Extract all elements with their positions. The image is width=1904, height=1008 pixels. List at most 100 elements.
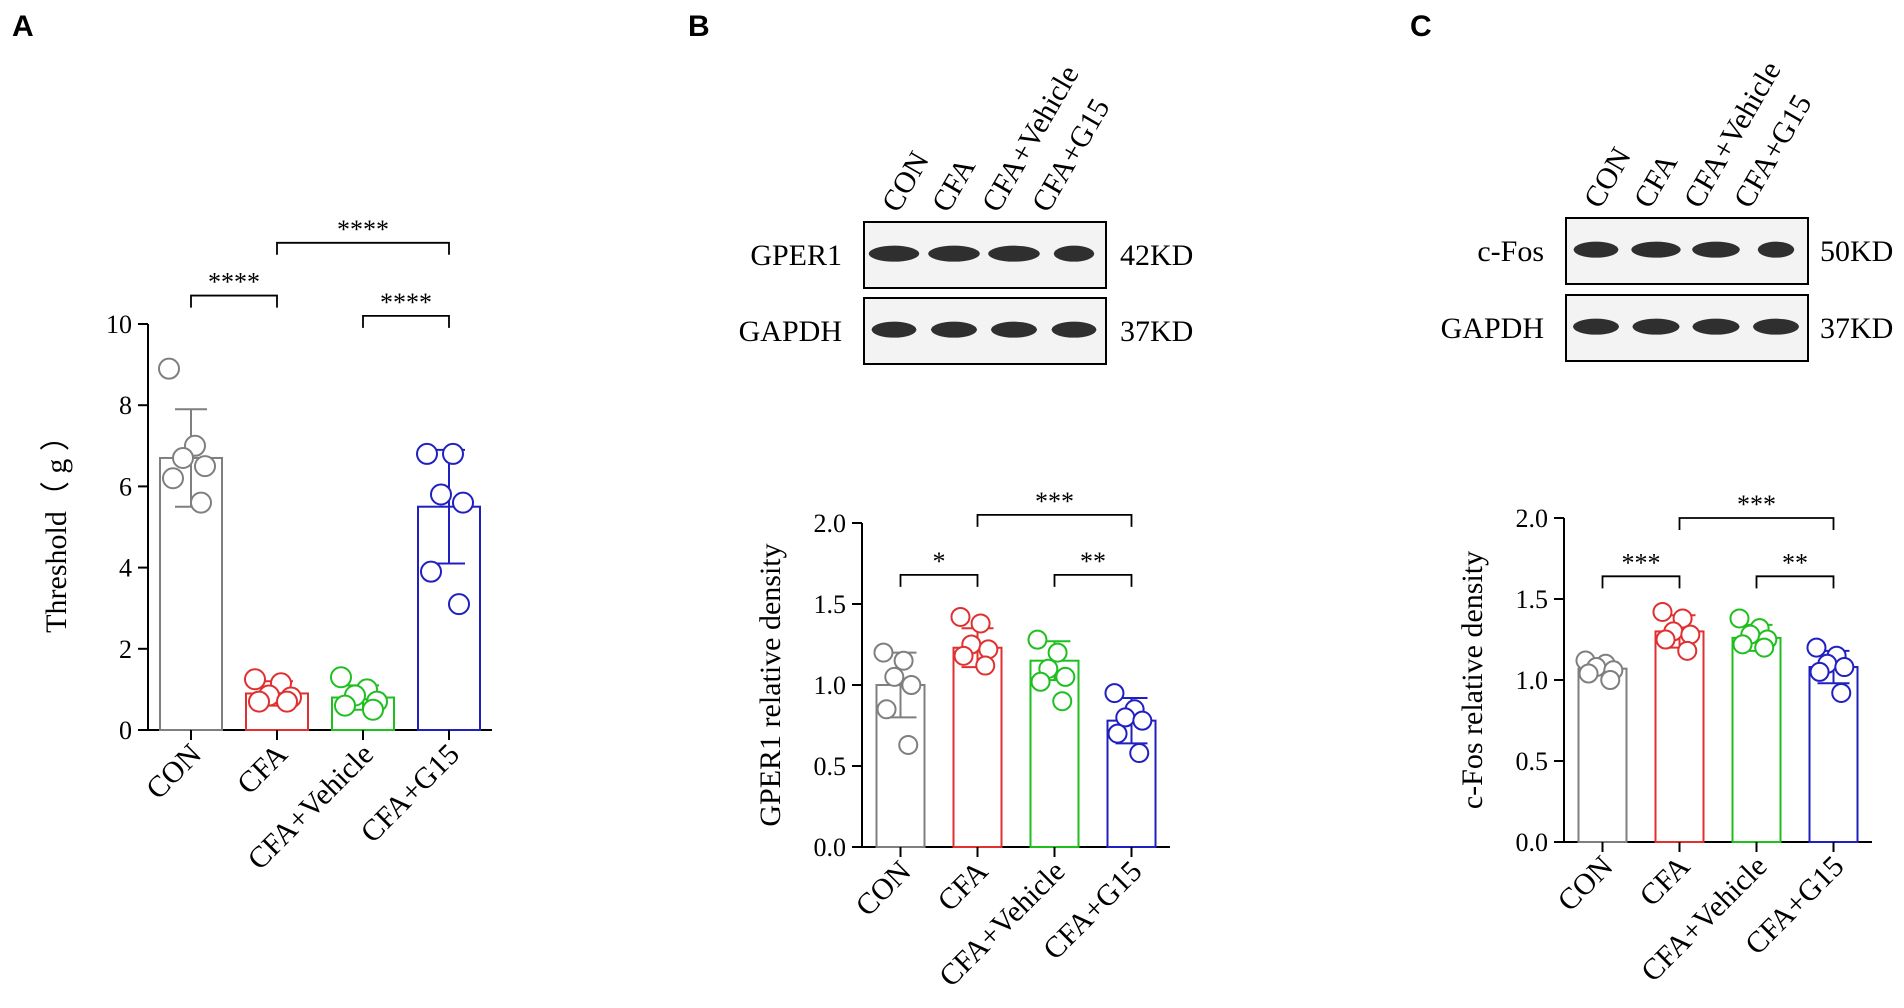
- data-point: [172, 446, 194, 469]
- data-point: [901, 675, 922, 695]
- significance-bracket: [276, 241, 450, 255]
- data-point: [1729, 608, 1750, 629]
- y-axis-title: GPER1 relative density: [754, 543, 787, 826]
- significance-bracket: [1755, 575, 1835, 589]
- bar-cfa-vehicle: [1731, 636, 1782, 843]
- bar-cfa: [952, 646, 1003, 848]
- protein-band: [1631, 241, 1681, 258]
- significance-label: ****: [337, 215, 389, 244]
- data-point: [194, 455, 216, 478]
- protein-band: [991, 321, 1037, 338]
- data-point: [1831, 682, 1852, 703]
- data-point: [420, 560, 442, 583]
- size-label: 37KD: [1820, 312, 1893, 345]
- data-point: [1809, 661, 1830, 682]
- y-tick-label: 0: [119, 716, 132, 745]
- data-point: [452, 491, 474, 514]
- protein-band: [1757, 241, 1795, 258]
- protein-band: [868, 245, 920, 262]
- data-point: [1115, 707, 1136, 728]
- significance-bracket: [899, 573, 979, 587]
- lane-label: CON: [1577, 142, 1637, 213]
- data-point: [244, 668, 266, 691]
- data-point: [1806, 637, 1827, 658]
- size-label: 37KD: [1120, 315, 1193, 348]
- significance-bracket: [362, 314, 450, 328]
- significance-label: **: [1782, 548, 1808, 577]
- protein-band: [931, 321, 977, 338]
- significance-bracket: [1601, 575, 1681, 589]
- data-point: [276, 690, 298, 713]
- significance-bracket: [976, 514, 1133, 527]
- y-axis-title: c-Fos relative density: [1456, 551, 1489, 809]
- y-tick-label: 1.5: [1516, 585, 1549, 614]
- y-tick-label: 8: [119, 391, 132, 420]
- data-point: [1578, 663, 1599, 684]
- data-point: [1107, 723, 1128, 744]
- data-point: [1129, 743, 1150, 764]
- y-tick-label: 1.0: [814, 671, 847, 700]
- x-tick-label: CFA: [231, 737, 294, 800]
- data-point: [1680, 624, 1701, 645]
- x-tick-label: CFA: [1633, 849, 1696, 912]
- protein-band: [1051, 321, 1097, 338]
- data-point: [158, 357, 180, 380]
- y-tick-label: 10: [106, 310, 132, 339]
- data-point: [1677, 640, 1698, 661]
- data-point: [330, 666, 352, 689]
- data-point: [1652, 601, 1673, 622]
- y-tick-label: 0.0: [1516, 828, 1549, 857]
- protein-band: [1573, 241, 1619, 258]
- bar-cfa: [1654, 630, 1705, 844]
- protein-band: [1053, 245, 1095, 262]
- significance-label: **: [1080, 547, 1106, 576]
- data-point: [953, 645, 974, 666]
- chart-b: 0.0 0.5 1.0 1.5 2.0 GPER1 relative density CON…: [754, 487, 1170, 993]
- panel-letter-c: C: [1410, 10, 1432, 43]
- data-point: [1030, 671, 1051, 692]
- bar-con: [1577, 667, 1628, 843]
- data-point: [448, 593, 470, 616]
- protein-band: [1632, 318, 1680, 335]
- protein-label: GAPDH: [739, 315, 842, 348]
- protein-label: c-Fos: [1477, 235, 1544, 268]
- chart-c: 0.0 0.5 1.0 1.5 2.0 c-Fos relative density CON…: [1456, 490, 1872, 988]
- y-tick-label: 0.5: [814, 752, 847, 781]
- protein-band: [928, 245, 980, 262]
- size-label: 50KD: [1820, 235, 1893, 268]
- data-point: [1052, 691, 1073, 712]
- data-point: [1047, 642, 1068, 663]
- protein-label: GAPDH: [1441, 312, 1544, 345]
- significance-label: *: [933, 547, 946, 576]
- y-tick-label: 1.5: [814, 590, 847, 619]
- significance-bracket: [1053, 573, 1133, 587]
- data-point: [1732, 634, 1753, 655]
- data-point: [1600, 670, 1621, 690]
- y-tick-label: 6: [119, 472, 132, 501]
- data-point: [334, 694, 356, 717]
- data-point: [970, 613, 991, 634]
- y-tick-label: 2: [119, 635, 132, 664]
- data-point: [1055, 666, 1076, 687]
- data-point: [873, 642, 894, 663]
- y-axis-title: Threshold（ g ）: [40, 421, 73, 633]
- protein-band: [871, 321, 917, 338]
- y-tick-label: 4: [119, 554, 132, 583]
- data-point: [1027, 629, 1048, 650]
- data-point: [1132, 710, 1153, 731]
- data-point: [1834, 657, 1855, 678]
- data-point: [893, 650, 914, 671]
- y-tick-label: 0.0: [814, 833, 847, 862]
- data-point: [362, 698, 384, 721]
- data-point: [442, 442, 464, 465]
- protein-band: [1753, 318, 1799, 335]
- size-label: 42KD: [1120, 239, 1193, 272]
- significance-label: ***: [1737, 490, 1776, 519]
- data-point: [950, 606, 971, 627]
- panel-letter-a: A: [12, 10, 34, 43]
- lane-label: CON: [875, 146, 935, 217]
